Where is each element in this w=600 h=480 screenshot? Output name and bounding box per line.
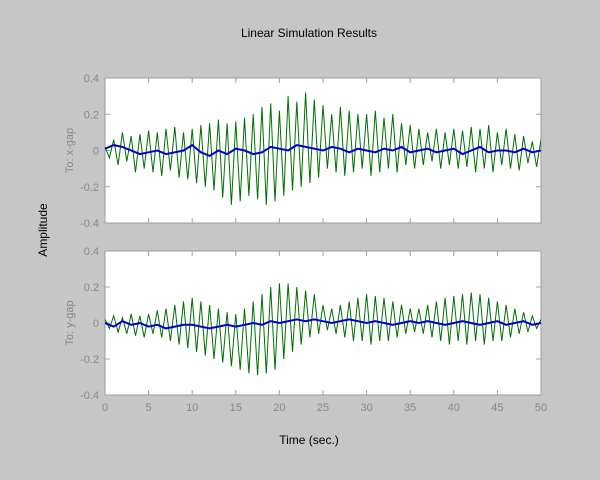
x-tick-label: 40 — [448, 402, 460, 414]
y-tick-label: -0.4 — [80, 218, 99, 230]
x-axis-label: Time (sec.) — [279, 433, 339, 447]
subplot-ylabel-1: To: x-gap — [64, 128, 76, 173]
x-tick-label: 35 — [404, 402, 416, 414]
y-axis-label: Amplitude — [36, 203, 50, 257]
y-tick-label: 0.4 — [84, 246, 99, 258]
x-tick-label: 25 — [317, 402, 329, 414]
y-tick-label: -0.4 — [80, 390, 99, 402]
axes-group: -0.4 -0.2 0 0.2 0.4 To: x-gap -0.4 -0.2 0 0.2 0.4 0… — [64, 73, 547, 414]
series-line-1-2 — [105, 143, 541, 158]
y-tick-label: 0 — [93, 318, 99, 330]
series-line-1-1 — [105, 92, 541, 205]
y-tick-label: 0.4 — [84, 73, 99, 85]
y-tick-label: 0.2 — [84, 109, 99, 121]
y-tick-label: -0.2 — [80, 354, 99, 366]
subplot-1: -0.4 -0.2 0 0.2 0.4 To: x-gap — [64, 73, 542, 230]
x-tick-label: 50 — [535, 402, 547, 414]
x-tick-label: 30 — [360, 402, 372, 414]
x-tick-label: 20 — [273, 402, 285, 414]
chart-title: Linear Simulation Results — [241, 26, 377, 40]
x-tick-label: 5 — [146, 402, 152, 414]
x-tick-label: 45 — [491, 402, 503, 414]
y-tick-label: 0 — [93, 146, 99, 158]
series-line-2-1 — [105, 283, 541, 376]
x-tick-label: 15 — [230, 402, 242, 414]
x-tick-label: 10 — [186, 402, 198, 414]
x-tick-label: 0 — [102, 402, 108, 414]
y-tick-label: 0.2 — [84, 282, 99, 294]
y-tick-label: -0.2 — [80, 182, 99, 194]
subplot-ylabel-2: To: y-gap — [64, 300, 76, 345]
series-line-2-2 — [105, 318, 541, 330]
subplot-2: -0.4 -0.2 0 0.2 0.4 0 5 10 15 20 25 30 35 40 45 50 To: y… — [64, 246, 547, 414]
